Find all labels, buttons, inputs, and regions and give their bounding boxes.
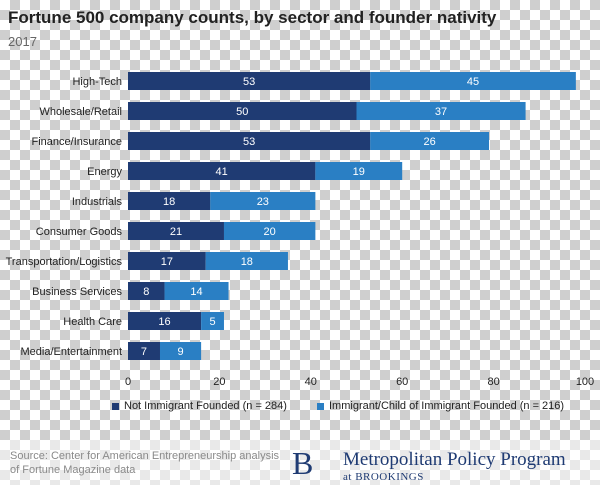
- bar-media-entertainment-series-1: [159, 342, 202, 360]
- bar-energy-series-1: [315, 162, 403, 180]
- bar-health-care-series-0: [128, 312, 202, 330]
- legend-item-immigrant: Immigrant/Child of Immigrant Founded (n …: [317, 400, 564, 412]
- data-label-consumer-goods-series-0: 21: [170, 226, 182, 238]
- legend-swatch-not-immigrant: [112, 402, 119, 410]
- data-label-media-entertainment-series-0: 7: [141, 346, 147, 358]
- legend-swatch-immigrant: [317, 402, 324, 410]
- data-label-transportation-logistics-series-0: 17: [161, 256, 173, 268]
- bar-health-care-series-1: [201, 312, 224, 330]
- legend: Not Immigrant Founded (n = 284) Immigran…: [0, 400, 600, 418]
- data-label-business-services-series-1: 14: [190, 286, 202, 298]
- data-label-industrials-series-1: 23: [257, 196, 269, 208]
- bar-transportation-logistics-series-1: [205, 252, 288, 270]
- bar-consumer-goods-series-0: [128, 222, 224, 240]
- legend-label-not-immigrant: Not Immigrant Founded (n = 284): [124, 400, 287, 412]
- data-label-wholesale-retail-series-0: 50: [236, 106, 248, 118]
- category-label-industrials: Industrials: [72, 196, 123, 208]
- data-label-wholesale-retail-series-1: 37: [435, 106, 447, 118]
- category-label-high-tech: High-Tech: [72, 76, 122, 88]
- data-label-health-care-series-0: 16: [158, 316, 170, 328]
- bar-wholesale-retail-series-1: [356, 102, 526, 120]
- data-label-energy-series-0: 41: [216, 166, 228, 178]
- data-label-health-care-series-1: 5: [209, 316, 215, 328]
- data-label-finance-insurance-series-0: 53: [243, 136, 255, 148]
- data-label-media-entertainment-series-1: 9: [177, 346, 183, 358]
- category-label-media-entertainment: Media/Entertainment: [21, 346, 123, 358]
- data-label-business-services-series-0: 8: [143, 286, 149, 298]
- x-tick-80: 80: [487, 376, 499, 388]
- bar-finance-insurance-series-1: [370, 132, 490, 150]
- x-tick-40: 40: [305, 376, 317, 388]
- category-label-business-services: Business Services: [32, 286, 122, 298]
- category-label-consumer-goods: Consumer Goods: [36, 226, 123, 238]
- chart-subtitle: 2017: [8, 34, 37, 49]
- x-tick-20: 20: [213, 376, 225, 388]
- brookings-logo-mark: B: [292, 445, 314, 481]
- category-label-wholesale-retail: Wholesale/Retail: [39, 106, 122, 118]
- x-tick-0: 0: [125, 376, 131, 388]
- bar-transportation-logistics-series-0: [128, 252, 206, 270]
- bar-energy-series-0: [128, 162, 316, 180]
- bar-industrials-series-1: [210, 192, 316, 210]
- data-label-transportation-logistics-series-1: 18: [241, 256, 253, 268]
- bar-business-services-series-1: [164, 282, 229, 300]
- brand-subtitle: at BROOKINGS: [343, 471, 424, 483]
- bar-wholesale-retail-series-0: [128, 102, 357, 120]
- bar-finance-insurance-series-0: [128, 132, 371, 150]
- category-label-energy: Energy: [87, 166, 122, 178]
- data-label-high-tech-series-1: 45: [467, 76, 479, 88]
- legend-label-immigrant: Immigrant/Child of Immigrant Founded (n …: [329, 400, 565, 412]
- bar-high-tech-series-0: [128, 72, 371, 90]
- bar-high-tech-series-1: [370, 72, 576, 90]
- bar-consumer-goods-series-1: [223, 222, 316, 240]
- chart-title: Fortune 500 company counts, by sector an…: [8, 8, 497, 27]
- bar-industrials-series-0: [128, 192, 211, 210]
- category-label-transportation-logistics: Transportation/Logistics: [6, 256, 123, 268]
- data-label-finance-insurance-series-1: 26: [423, 136, 435, 148]
- brand-name: Metropolitan Policy Program: [343, 449, 566, 470]
- footer: [0, 440, 600, 485]
- category-label-health-care: Health Care: [63, 316, 122, 328]
- data-label-consumer-goods-series-1: 20: [264, 226, 276, 238]
- source-note: Source: Center for American Entrepreneur…: [10, 450, 280, 476]
- category-label-finance-insurance: Finance/Insurance: [32, 136, 123, 148]
- bar-media-entertainment-series-0: [128, 342, 160, 360]
- legend-item-not-immigrant: Not Immigrant Founded (n = 284): [112, 400, 287, 412]
- x-tick-60: 60: [396, 376, 408, 388]
- bar-business-services-series-0: [128, 282, 165, 300]
- data-label-industrials-series-0: 18: [163, 196, 175, 208]
- data-label-high-tech-series-0: 53: [243, 76, 255, 88]
- data-label-energy-series-1: 19: [353, 166, 365, 178]
- x-tick-100: 100: [576, 376, 594, 388]
